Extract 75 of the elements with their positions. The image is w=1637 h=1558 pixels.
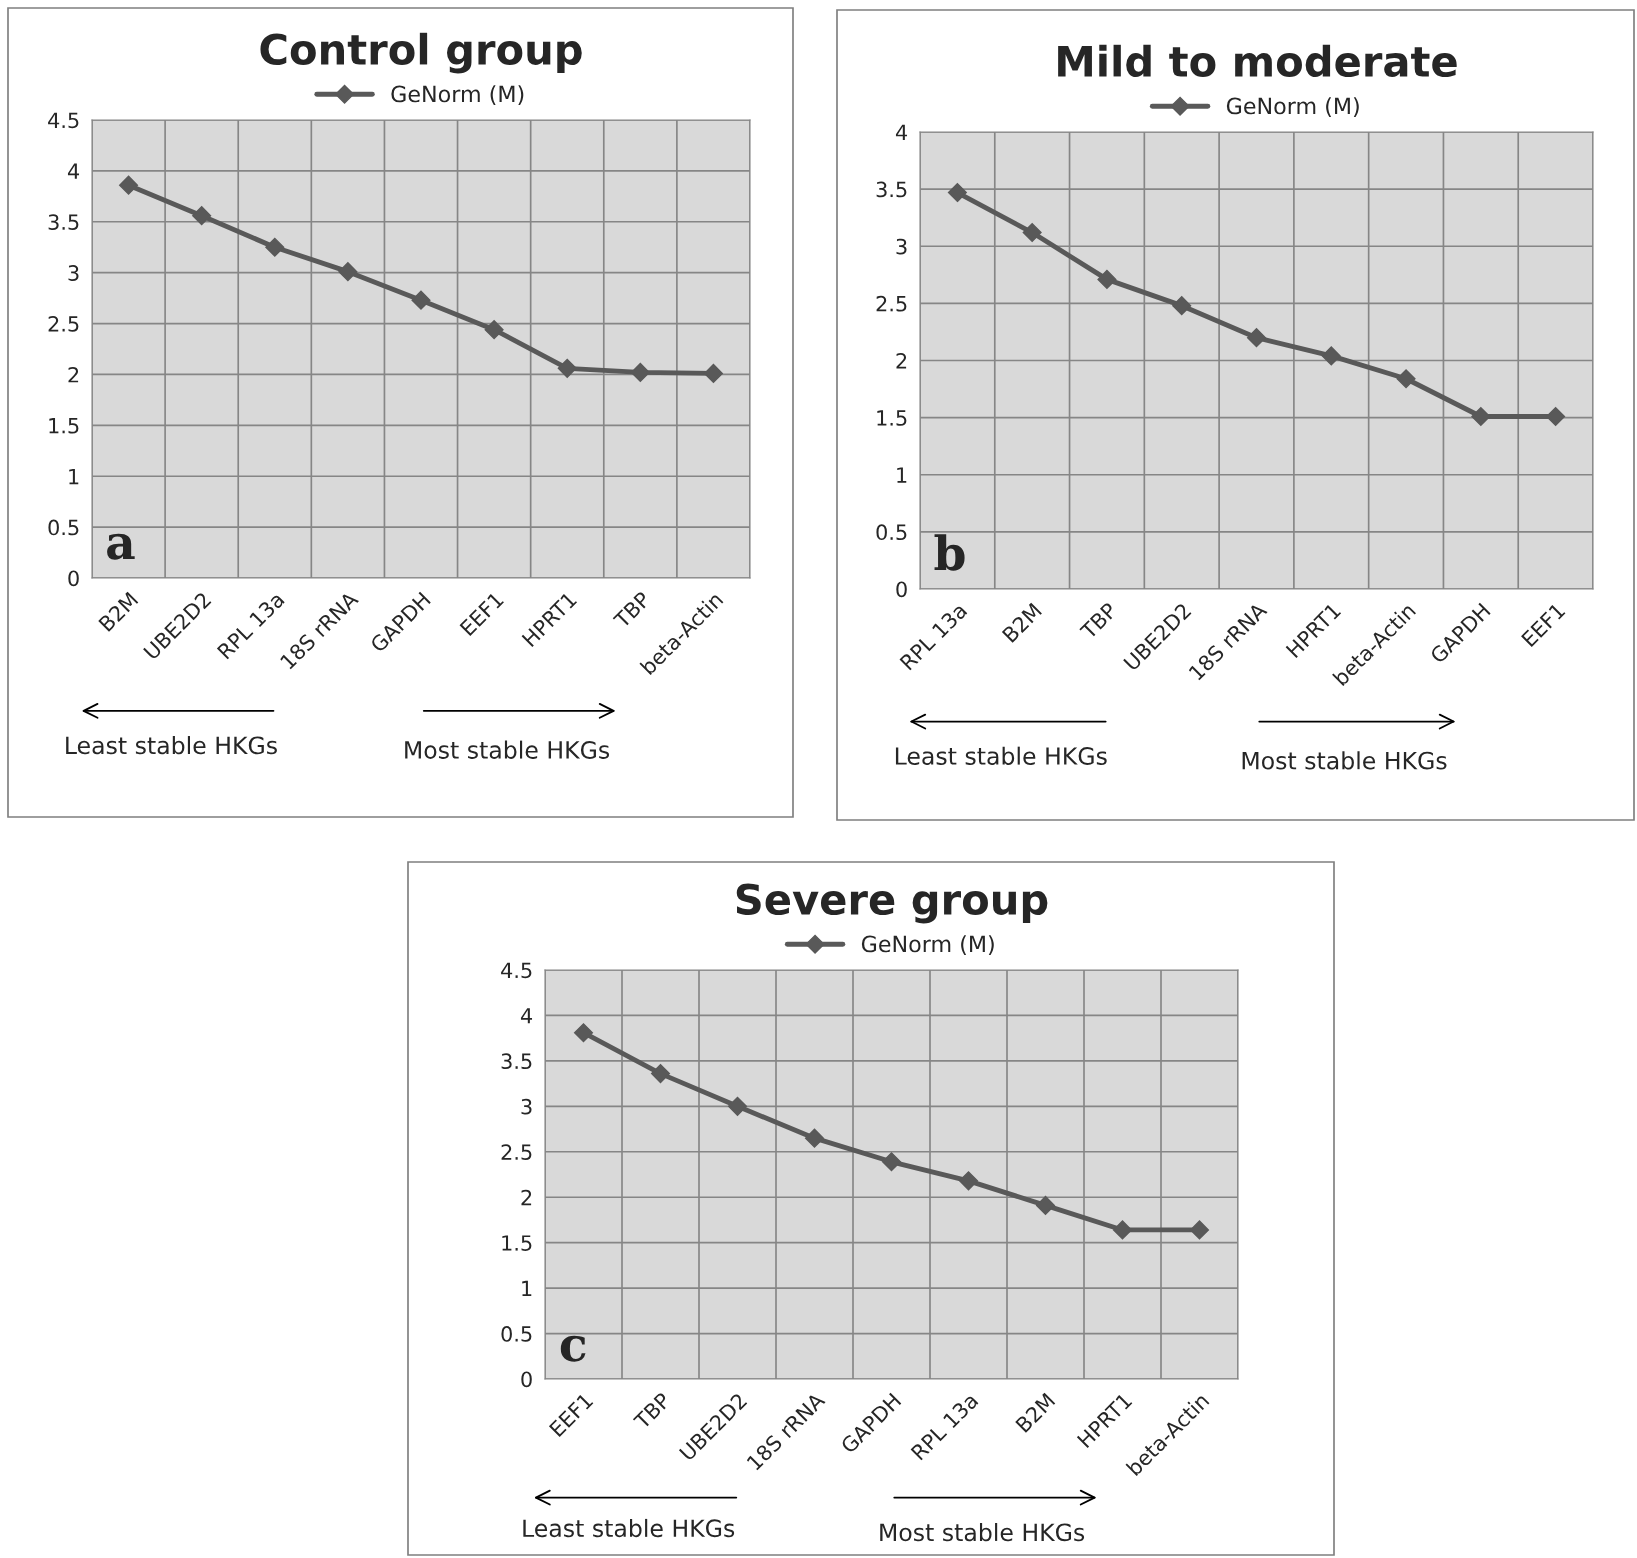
chart-title: Severe group xyxy=(736,883,1048,924)
point xyxy=(804,1128,825,1148)
y-tick-label: 0.5 xyxy=(876,524,907,541)
legend-label: GeNorm (M) xyxy=(1226,97,1359,117)
legend-label: GeNorm (M) xyxy=(861,935,994,955)
y-tick-label: 1 xyxy=(897,467,907,483)
point xyxy=(484,320,504,340)
chart-title: Mild to moderate xyxy=(1058,44,1457,78)
point xyxy=(958,1171,979,1191)
y-tick-label: 1 xyxy=(522,1280,532,1297)
point xyxy=(557,358,577,378)
point xyxy=(1189,1220,1210,1240)
point xyxy=(119,175,139,195)
x-tick-label: TBP xyxy=(1079,601,1118,641)
point xyxy=(573,1023,594,1043)
point xyxy=(1097,269,1117,289)
point xyxy=(630,362,650,382)
y-tick-label: 4.5 xyxy=(48,112,79,129)
point xyxy=(1035,1195,1056,1215)
point xyxy=(703,363,723,383)
y-tick-label: 1.5 xyxy=(877,410,907,426)
x-tick-label: TBP xyxy=(632,1391,672,1431)
point xyxy=(881,1152,902,1172)
y-tick-label: 2.5 xyxy=(48,316,79,332)
y-tick-label: 4 xyxy=(520,1008,533,1024)
y-tick-label: 4 xyxy=(895,124,908,140)
y-tick-label: 2.5 xyxy=(501,1144,532,1160)
y-tick-label: 0.5 xyxy=(501,1326,532,1342)
point xyxy=(338,262,358,282)
point xyxy=(1246,328,1267,348)
point xyxy=(727,1096,748,1116)
point xyxy=(1172,296,1192,316)
point xyxy=(1112,1220,1133,1240)
point xyxy=(1546,406,1566,427)
point xyxy=(411,290,431,310)
text: Least stable HKGs xyxy=(66,736,277,755)
y-tick-label: 3.5 xyxy=(48,214,79,230)
point xyxy=(1396,369,1416,389)
text: Least stable HKGs xyxy=(895,746,1107,765)
annotation: c xyxy=(560,1335,586,1362)
text: Most stable HKGs xyxy=(1242,751,1447,770)
point xyxy=(1022,223,1042,243)
y-tick-label: 3 xyxy=(68,265,79,281)
point xyxy=(192,206,212,226)
y-tick-label: 1 xyxy=(69,468,79,485)
y-tick-label: 3.5 xyxy=(876,181,907,198)
y-tick-label: 3 xyxy=(521,1098,532,1115)
y-tick-label: 0 xyxy=(521,1371,532,1388)
annotation: a xyxy=(107,533,135,560)
text: Most stable HKGs xyxy=(405,740,610,759)
point xyxy=(265,237,285,257)
chart-title: Control group xyxy=(260,32,582,74)
y-tick-label: 2 xyxy=(521,1189,532,1206)
y-tick-label: 0 xyxy=(896,581,907,598)
y-tick-label: 1.5 xyxy=(49,418,79,434)
text: Most stable HKGs xyxy=(880,1522,1085,1542)
y-tick-label: 2.5 xyxy=(876,295,907,312)
y-tick-label: 1.5 xyxy=(502,1235,532,1251)
point xyxy=(1471,406,1491,427)
y-tick-label: 4 xyxy=(67,163,80,179)
y-tick-label: 4.5 xyxy=(501,962,532,979)
point xyxy=(1321,346,1341,366)
y-tick-label: 2 xyxy=(896,352,907,369)
x-tick-label: RPL 13a xyxy=(910,1392,979,1461)
point xyxy=(947,183,967,203)
y-tick-label: 2 xyxy=(68,366,79,383)
y-tick-label: 3.5 xyxy=(501,1053,532,1070)
y-tick-label: 0.5 xyxy=(48,519,79,536)
point xyxy=(650,1064,671,1084)
text: Least stable HKGs xyxy=(523,1518,735,1538)
y-tick-label: 3 xyxy=(896,238,907,255)
legend-label: GeNorm (M) xyxy=(391,85,524,105)
x-tick-label: RPL 13a xyxy=(899,602,968,671)
y-tick-label: 0 xyxy=(68,570,79,587)
annotation: b xyxy=(934,534,965,571)
